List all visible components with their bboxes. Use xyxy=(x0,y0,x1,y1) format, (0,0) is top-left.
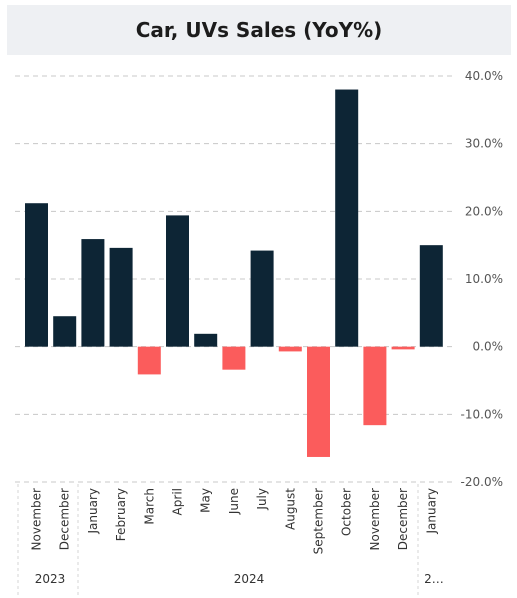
bar xyxy=(53,316,77,347)
y-tick-label: 20.0% xyxy=(465,204,503,218)
x-tick-label: June xyxy=(227,488,241,515)
bar xyxy=(250,250,274,347)
bar xyxy=(166,215,189,347)
x-tick-label: January xyxy=(424,488,438,535)
y-tick-label: -10.0% xyxy=(461,407,503,421)
chart-title-bar: Car, UVs Sales (YoY%) xyxy=(7,5,511,55)
year-label: 2… xyxy=(424,572,444,586)
y-tick-label: 30.0% xyxy=(465,137,503,151)
chart-title: Car, UVs Sales (YoY%) xyxy=(135,18,383,42)
bar xyxy=(222,346,246,370)
x-tick-label: January xyxy=(86,488,100,535)
y-tick-label: -20.0% xyxy=(461,475,503,489)
y-tick-label: 0.0% xyxy=(473,340,504,354)
year-label: 2023 xyxy=(35,572,66,586)
y-tick-label: 40.0% xyxy=(465,69,503,83)
bar xyxy=(109,247,133,347)
bar xyxy=(363,346,387,426)
x-tick-label: September xyxy=(312,488,326,554)
bar xyxy=(278,346,302,352)
x-tick-label: July xyxy=(255,488,269,511)
x-tick-label: November xyxy=(30,488,44,550)
x-tick-label: March xyxy=(142,488,156,525)
bar xyxy=(307,346,330,457)
bar xyxy=(335,89,359,347)
x-tick-label: October xyxy=(340,488,354,536)
x-tick-label: April xyxy=(171,488,185,515)
bar xyxy=(194,333,218,347)
bar xyxy=(81,239,105,347)
x-tick-label: December xyxy=(396,488,410,550)
bar xyxy=(391,346,415,350)
bar xyxy=(25,203,48,347)
x-tick-label: May xyxy=(199,488,213,513)
y-tick-label: 10.0% xyxy=(465,272,503,286)
bar xyxy=(419,245,443,347)
x-tick-label: February xyxy=(114,488,128,541)
year-label: 2024 xyxy=(234,572,265,586)
x-tick-label: November xyxy=(368,488,382,550)
x-tick-label: December xyxy=(58,488,72,550)
bar xyxy=(137,346,161,375)
x-tick-label: August xyxy=(283,488,297,530)
